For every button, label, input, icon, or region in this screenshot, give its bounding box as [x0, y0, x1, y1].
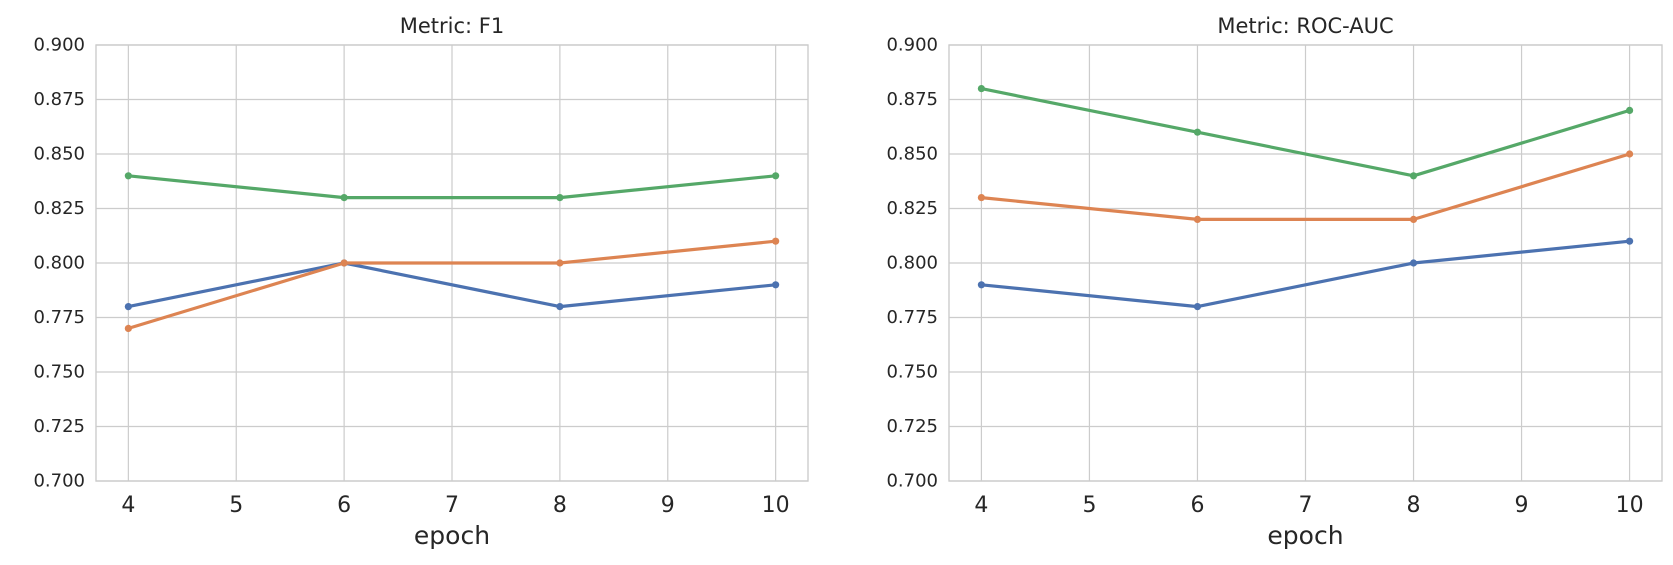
- marker-series-orange: [124, 324, 132, 332]
- line-series-orange: [126, 239, 778, 330]
- y-tick-label: 0.900: [886, 35, 938, 56]
- x-tick-label: 6: [1190, 493, 1204, 518]
- y-tick-label: 0.750: [886, 362, 938, 383]
- x-tick-label: 9: [661, 493, 675, 518]
- f1-line-chart: 4 5 6 7 8 9 10 0.700 0.725 0.750 0.775 0.800 0.825 0.…: [33, 35, 809, 518]
- x-axis-label-f1: epoch: [413, 521, 491, 550]
- marker-series-orange: [1193, 215, 1202, 223]
- x-tick-label: 8: [1407, 493, 1421, 518]
- x-tick-label: 4: [974, 493, 988, 518]
- marker-series-green: [124, 172, 132, 180]
- x-tick-label: 10: [1616, 493, 1644, 518]
- y-tick-label: 0.700: [886, 471, 938, 492]
- marker-series-orange: [977, 194, 986, 202]
- line-series-blue: [126, 261, 778, 309]
- line-series-orange: [979, 152, 1632, 221]
- marker-series-green: [977, 85, 986, 93]
- marker-series-green: [772, 172, 780, 180]
- marker-series-orange: [1409, 215, 1418, 223]
- roc-auc-chart-panel: 4 5 6 7 8 9 10 0.700 0.725 0.750 0.775 0.800 0.825 0.…: [840, 0, 1673, 565]
- x-tick-label: 6: [337, 493, 351, 518]
- y-tick-label: 0.750: [33, 362, 85, 383]
- y-tick-label: 0.875: [33, 89, 85, 110]
- marker-series-green: [340, 194, 348, 202]
- x-tick-label: 5: [1082, 493, 1096, 518]
- x-tick-label: 8: [553, 493, 567, 518]
- roc-auc-line-chart: 4 5 6 7 8 9 10 0.700 0.725 0.750 0.775 0.800 0.825 0.…: [886, 35, 1663, 518]
- y-tick-label: 0.725: [886, 416, 938, 437]
- line-series-green: [126, 174, 778, 200]
- y-tick-label: 0.800: [33, 253, 85, 274]
- marker-series-blue: [1625, 237, 1634, 245]
- marker-series-green: [556, 194, 564, 202]
- y-tick-label: 0.825: [33, 198, 85, 219]
- y-tick-label: 0.850: [33, 144, 85, 165]
- y-tick-label: 0.825: [886, 198, 938, 219]
- chart-title-f1: Metric: F1: [399, 14, 505, 38]
- marker-series-orange: [340, 259, 348, 267]
- line-series-blue: [979, 239, 1632, 309]
- y-tick-label: 0.875: [886, 89, 938, 110]
- marker-series-blue: [124, 303, 132, 311]
- chart-title-roc-auc: Metric: ROC-AUC: [1217, 14, 1394, 38]
- marker-series-blue: [977, 281, 986, 289]
- y-tick-label: 0.775: [886, 307, 938, 328]
- x-axis-label-roc-auc: epoch: [1267, 521, 1344, 550]
- marker-series-blue: [556, 303, 564, 311]
- x-tick-label: 10: [762, 493, 790, 518]
- y-tick-label: 0.775: [33, 307, 85, 328]
- f1-chart-panel: 4 5 6 7 8 9 10 0.700 0.725 0.750 0.775 0.800 0.825 0.…: [33, 14, 809, 550]
- y-tick-label: 0.800: [886, 253, 938, 274]
- y-tick-label: 0.700: [33, 471, 85, 492]
- plot-border: [95, 44, 809, 482]
- plot-border: [948, 44, 1663, 482]
- marker-series-blue: [1193, 303, 1202, 311]
- marker-series-orange: [772, 237, 780, 245]
- x-tick-label: 7: [1299, 493, 1313, 518]
- x-tick-label: 5: [229, 493, 243, 518]
- y-tick-label: 0.850: [886, 144, 938, 165]
- marker-series-orange: [1625, 150, 1634, 158]
- marker-series-green: [1193, 128, 1202, 136]
- marker-series-green: [1625, 106, 1634, 114]
- line-series-green: [979, 86, 1632, 178]
- marker-series-orange: [556, 259, 564, 267]
- y-tick-label: 0.900: [33, 35, 85, 56]
- x-tick-label: 4: [121, 493, 135, 518]
- marker-series-blue: [1409, 259, 1418, 267]
- marker-series-green: [1409, 172, 1418, 180]
- marker-series-blue: [772, 281, 780, 289]
- x-tick-label: 9: [1515, 493, 1529, 518]
- y-tick-label: 0.725: [33, 416, 85, 437]
- x-tick-label: 7: [445, 493, 459, 518]
